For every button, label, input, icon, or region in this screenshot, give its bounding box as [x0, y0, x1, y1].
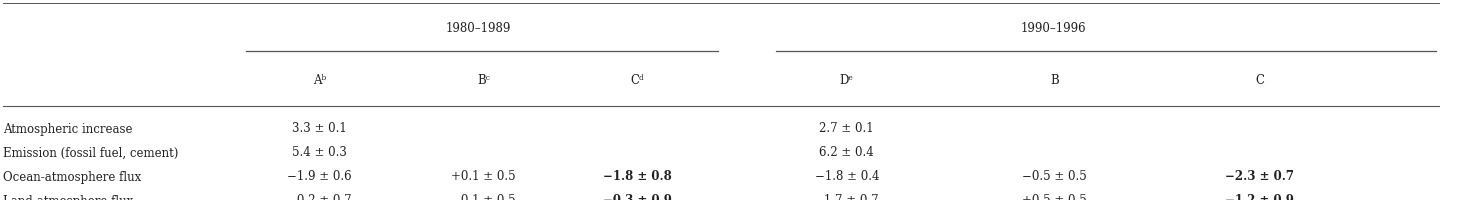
- Text: −0.2 ± 0.7: −0.2 ± 0.7: [287, 194, 352, 200]
- Text: 3.3 ± 0.1: 3.3 ± 0.1: [292, 122, 347, 136]
- Text: Cᵈ: Cᵈ: [630, 73, 645, 86]
- Text: Emission (fossil fuel, cement): Emission (fossil fuel, cement): [3, 146, 179, 160]
- Text: 1980–1989: 1980–1989: [445, 21, 511, 34]
- Text: 1990–1996: 1990–1996: [1021, 21, 1086, 34]
- Text: B: B: [1050, 73, 1059, 86]
- Text: −1.8 ± 0.4: −1.8 ± 0.4: [815, 170, 879, 184]
- Text: Dᵉ: Dᵉ: [839, 73, 854, 86]
- Text: 5.4 ± 0.3: 5.4 ± 0.3: [292, 146, 347, 160]
- Text: −0.3 ± 0.9: −0.3 ± 0.9: [602, 194, 672, 200]
- Text: −1.7 ± 0.7: −1.7 ± 0.7: [815, 194, 879, 200]
- Text: −0.1 ± 0.5: −0.1 ± 0.5: [451, 194, 516, 200]
- Text: Bᶜ: Bᶜ: [478, 73, 489, 86]
- Text: Land-atmosphere flux: Land-atmosphere flux: [3, 194, 133, 200]
- Text: Atmospheric increase: Atmospheric increase: [3, 122, 132, 136]
- Text: 2.7 ± 0.1: 2.7 ± 0.1: [819, 122, 875, 136]
- Text: C: C: [1256, 73, 1264, 86]
- Text: +0.5 ± 0.5: +0.5 ± 0.5: [1023, 194, 1087, 200]
- Text: −0.5 ± 0.5: −0.5 ± 0.5: [1023, 170, 1087, 184]
- Text: −1.2 ± 0.9: −1.2 ± 0.9: [1225, 194, 1295, 200]
- Text: Aᵇ: Aᵇ: [312, 73, 327, 86]
- Text: −1.9 ± 0.6: −1.9 ± 0.6: [287, 170, 352, 184]
- Text: −1.8 ± 0.8: −1.8 ± 0.8: [604, 170, 671, 184]
- Text: −2.3 ± 0.7: −2.3 ± 0.7: [1225, 170, 1295, 184]
- Text: +0.1 ± 0.5: +0.1 ± 0.5: [451, 170, 516, 184]
- Text: Ocean-atmosphere flux: Ocean-atmosphere flux: [3, 170, 141, 184]
- Text: 6.2 ± 0.4: 6.2 ± 0.4: [819, 146, 875, 160]
